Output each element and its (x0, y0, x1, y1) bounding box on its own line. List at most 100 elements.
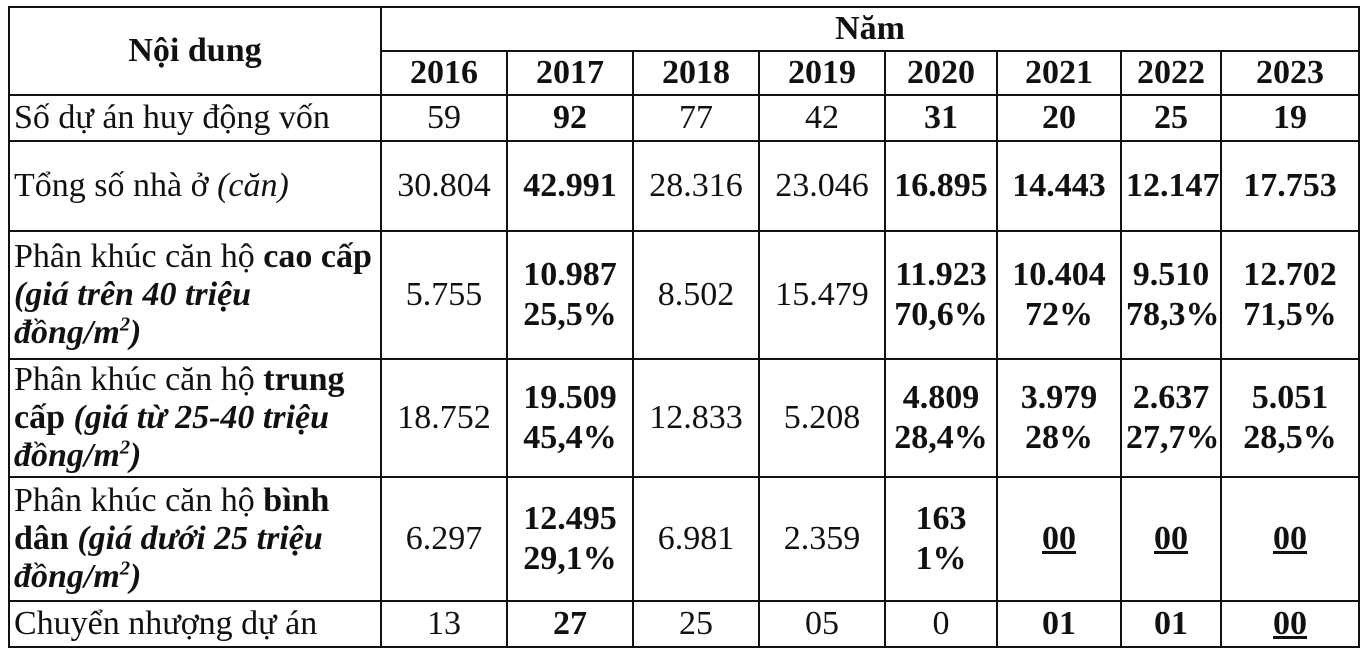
year-header: 2023 (1219, 50, 1361, 96)
table-cell: 12.495 29,1% (506, 476, 634, 602)
row-label: Số dự án huy động vốn (8, 94, 382, 142)
cell-percent: 25,5% (523, 296, 617, 333)
table-cell: 25 (1120, 94, 1222, 142)
table-cell: 8.502 (632, 230, 760, 360)
table-cell: 01 (996, 600, 1122, 648)
table-cell: 10.987 25,5% (506, 230, 634, 360)
row-label-note-close: ) (130, 558, 142, 595)
cell-percent: 45,4% (523, 419, 617, 456)
cell-value: 5.051 (1251, 379, 1329, 416)
cell-percent: 72% (1025, 296, 1093, 333)
year-group-header: Năm (379, 6, 1361, 52)
table-cell: 20 (996, 94, 1122, 142)
table-row: Phân khúc căn hộ bình dân (giá dưới 25 t… (8, 476, 1361, 602)
cell-value: 5.208 (783, 399, 861, 436)
cell-value: 12.495 (523, 500, 617, 537)
cell-percent: 29,1% (523, 540, 617, 577)
cell-value: 19.509 (523, 379, 617, 416)
table-cell: 23.046 (758, 140, 886, 232)
row-label-note-close: ) (130, 314, 142, 351)
row-label: Chuyển nhượng dự án (8, 600, 382, 648)
cell-value: 12.702 (1243, 256, 1337, 293)
cell-value: 2.359 (783, 520, 861, 557)
cell-value: 4.809 (902, 379, 980, 416)
year-header: 2019 (758, 50, 886, 96)
cell-percent: 27,7% (1126, 419, 1220, 456)
header-row-group: Nội dung Năm (8, 6, 1361, 96)
cell-percent: 28% (1025, 419, 1093, 456)
cell-value: 15.479 (775, 276, 869, 313)
table-cell: 77 (632, 94, 760, 142)
cell-value: 00 (1042, 520, 1076, 557)
row-label-segment: bình dân (14, 482, 330, 557)
cell-value: 5.755 (405, 276, 483, 313)
row-label: Tổng số nhà ở (căn) (8, 140, 382, 232)
row-label-unit: (căn) (217, 167, 289, 204)
table-cell: 5.755 (380, 230, 508, 360)
table-row: Số dự án huy động vốn 59 92 77 42 31 20 … (8, 94, 1361, 142)
cell-value: 163 (915, 500, 967, 537)
year-header: 2017 (506, 50, 634, 96)
table-cell: 4.809 28,4% (884, 358, 998, 478)
row-label-note: (giá dưới 25 triệu đồng/m (14, 520, 323, 595)
year-header: 2022 (1120, 50, 1222, 96)
table-cell: 5.208 (758, 358, 886, 478)
cell-percent: 71,5% (1243, 296, 1337, 333)
table-cell: 28.316 (632, 140, 760, 232)
table-cell: 27 (506, 600, 634, 648)
cell-value: 10.987 (523, 256, 617, 293)
table-cell: 12.833 (632, 358, 760, 478)
table-cell: 9.510 78,3% (1120, 230, 1222, 360)
cell-value: 8.502 (657, 276, 735, 313)
row-label: Phân khúc căn hộ cao cấp (giá trên 40 tr… (8, 230, 382, 360)
table-cell: 15.479 (758, 230, 886, 360)
table-cell: 18.752 (380, 358, 508, 478)
cell-value: 00 (1154, 520, 1188, 557)
table-cell: 00 (996, 476, 1122, 602)
year-header: 2018 (632, 50, 760, 96)
table-cell: 163 1% (884, 476, 998, 602)
cell-percent: 70,6% (894, 296, 988, 333)
cell-value: 12.833 (649, 399, 743, 436)
table-cell: 12.147 (1120, 140, 1222, 232)
cell-value: 6.297 (405, 520, 483, 557)
table-cell: 00 (1219, 600, 1361, 648)
table-cell: 05 (758, 600, 886, 648)
table-cell: 12.702 71,5% (1219, 230, 1361, 360)
table-cell: 42.991 (506, 140, 634, 232)
table-cell: 6.297 (380, 476, 508, 602)
table-cell: 92 (506, 94, 634, 142)
table-row: Chuyển nhượng dự án 13 27 25 05 0 01 01 … (8, 600, 1361, 648)
table-cell: 5.051 28,5% (1219, 358, 1361, 478)
table-cell: 00 (1120, 476, 1222, 602)
housing-statistics-table: Nội dung Năm 2016 2017 2018 2019 2020 20… (8, 6, 1361, 648)
row-label-note: (giá trên 40 triệu đồng/m (14, 276, 252, 351)
table-cell: 6.981 (632, 476, 760, 602)
row-label-note-close: ) (130, 437, 142, 474)
table-cell: 3.979 28% (996, 358, 1122, 478)
table-cell: 59 (380, 94, 508, 142)
table-cell: 17.753 (1219, 140, 1361, 232)
row-label: Phân khúc căn hộ trung cấp (giá từ 25-40… (8, 358, 382, 478)
table-cell: 42 (758, 94, 886, 142)
table-cell: 31 (884, 94, 998, 142)
row-label-segment: cao cấp (263, 238, 372, 275)
table-cell: 2.359 (758, 476, 886, 602)
table-cell: 25 (632, 600, 760, 648)
row-label-text: Phân khúc căn hộ (14, 238, 255, 275)
table-row: Phân khúc căn hộ trung cấp (giá từ 25-40… (8, 358, 1361, 478)
row-label-text: Phân khúc căn hộ (14, 361, 255, 398)
cell-value: 2.637 (1132, 379, 1210, 416)
year-header: 2021 (996, 50, 1122, 96)
table-cell: 2.637 27,7% (1120, 358, 1222, 478)
row-label-text: Phân khúc căn hộ (14, 482, 255, 519)
cell-value: 3.979 (1020, 379, 1098, 416)
content-column-header: Nội dung (8, 6, 382, 96)
superscript: 2 (119, 313, 131, 336)
cell-value: 11.923 (895, 256, 987, 293)
cell-percent: 78,3% (1126, 296, 1220, 333)
header-row-years: 2016 2017 2018 2019 2020 2021 2022 2023 (9, 50, 1361, 96)
cell-value: 00 (1273, 520, 1307, 557)
table-cell: 10.404 72% (996, 230, 1122, 360)
table-cell: 00 (1219, 476, 1361, 602)
